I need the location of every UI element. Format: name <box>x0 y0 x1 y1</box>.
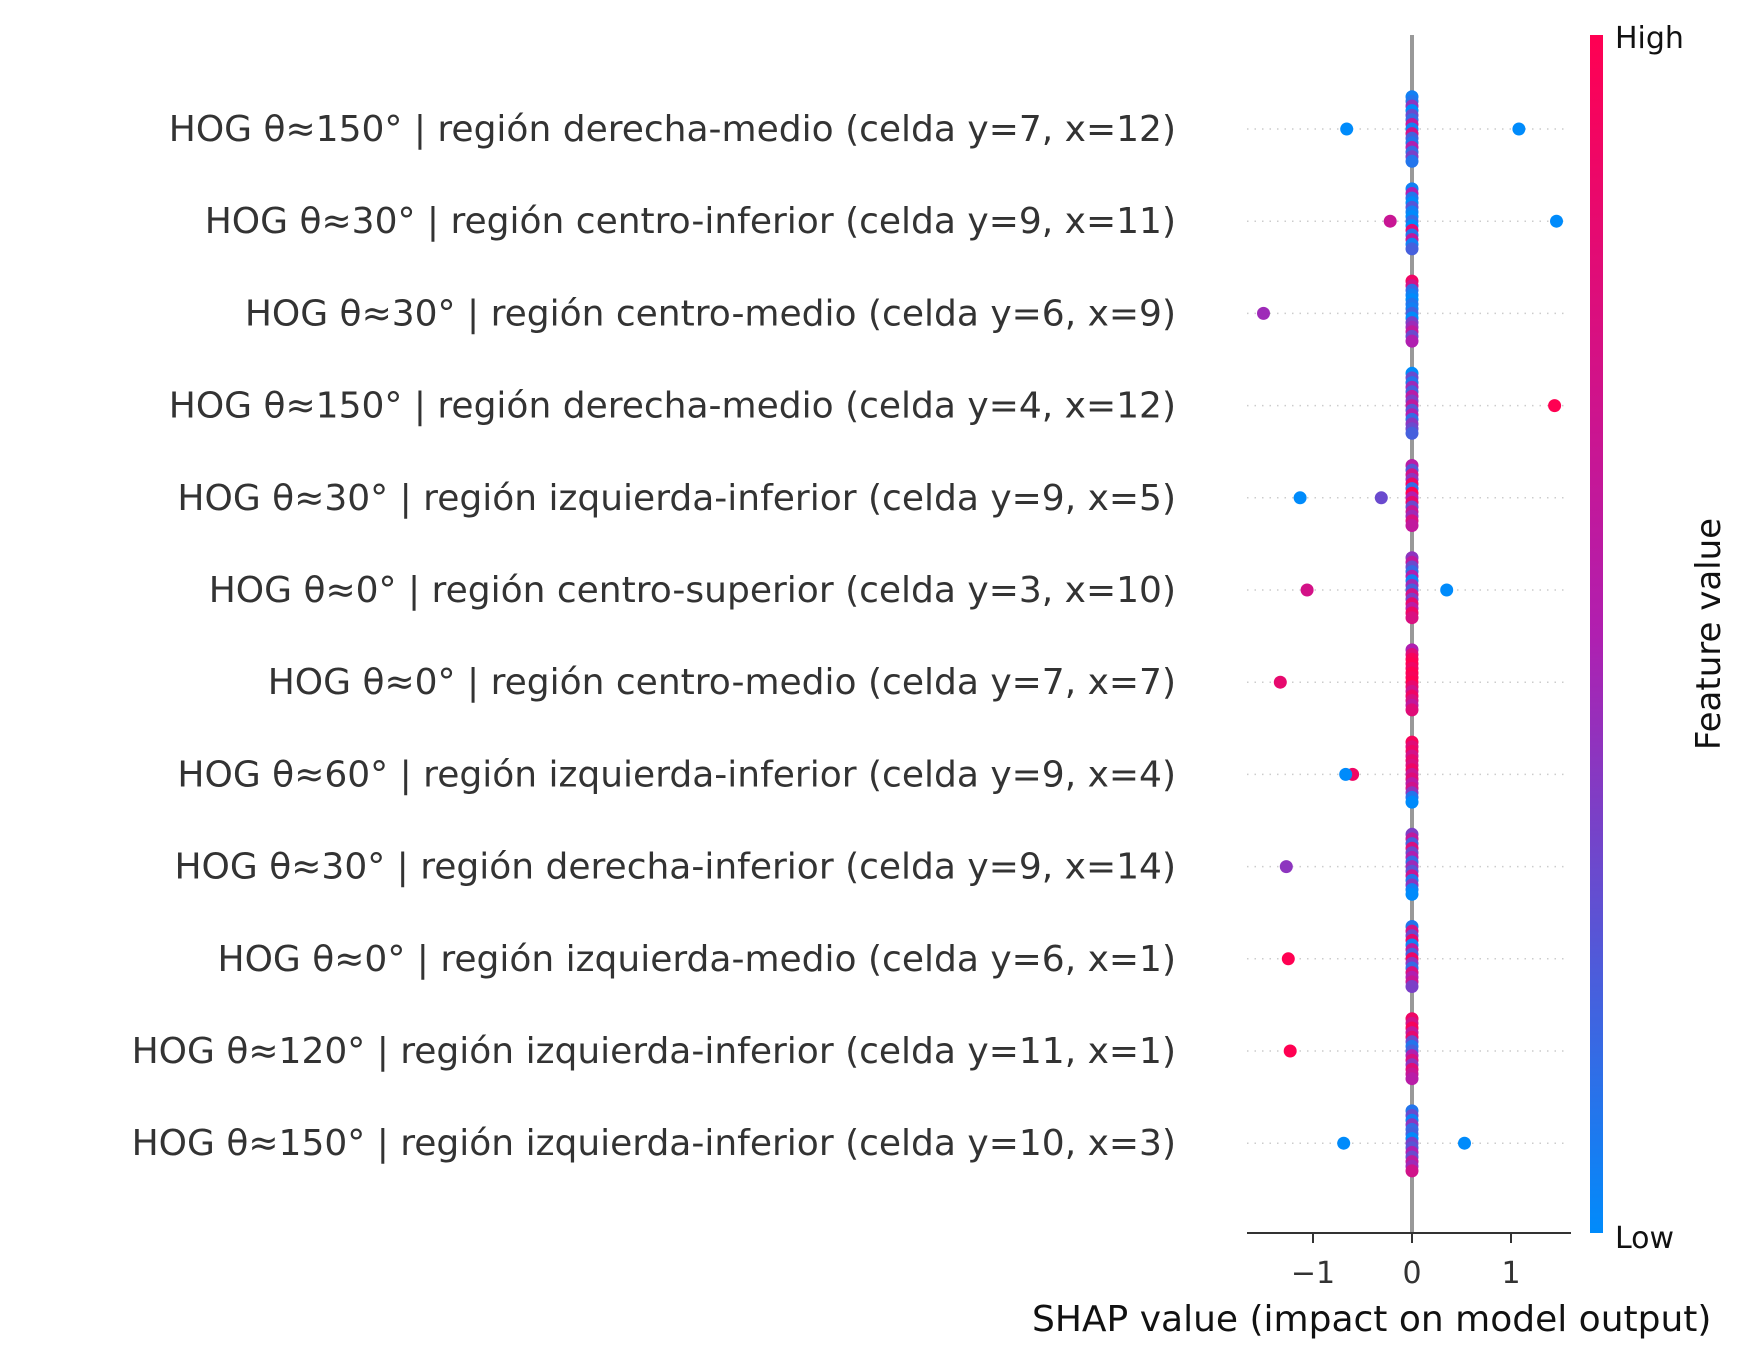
data-point <box>1337 1136 1351 1150</box>
data-point <box>1383 214 1397 228</box>
data-point <box>1257 306 1270 320</box>
colorbar-title: Feature value <box>1689 518 1729 750</box>
data-point <box>1405 980 1419 993</box>
feature-label: HOG θ≈150° | región izquierda-inferior (… <box>132 1123 1176 1164</box>
data-point <box>1339 767 1353 781</box>
data-point <box>1405 703 1419 717</box>
data-point <box>1548 399 1562 413</box>
colorbar-high-label: High <box>1615 21 1684 56</box>
data-point <box>1281 952 1295 966</box>
feature-label: HOG θ≈120° | región izquierda-inferior (… <box>132 1031 1176 1072</box>
data-point <box>1273 675 1287 689</box>
data-point <box>1458 1136 1471 1150</box>
data-point <box>1405 242 1419 256</box>
data-point <box>1405 1072 1419 1086</box>
feature-label: HOG θ≈150° | región derecha-medio (celda… <box>169 386 1176 427</box>
data-point <box>1374 491 1388 505</box>
data-point <box>1550 214 1563 228</box>
x-tick-label: −1 <box>1291 1256 1335 1291</box>
data-point <box>1512 122 1526 136</box>
data-point <box>1405 154 1419 168</box>
data-point <box>1340 122 1354 136</box>
data-point <box>1300 583 1314 597</box>
feature-label: HOG θ≈0° | región izquierda-medio (celda… <box>218 939 1177 980</box>
colorbar: High Low Feature value <box>1590 21 1729 1256</box>
feature-label: HOG θ≈30° | región izquierda-inferior (c… <box>177 478 1176 519</box>
feature-label: HOG θ≈0° | región centro-superior (celda… <box>209 570 1176 611</box>
feature-label: HOG θ≈150° | región derecha-medio (celda… <box>169 109 1176 150</box>
data-point <box>1279 860 1293 874</box>
feature-label: HOG θ≈0° | región centro-medio (celda y=… <box>268 662 1176 703</box>
x-axis-title: SHAP value (impact on model output) <box>1032 1299 1711 1340</box>
data-point <box>1405 887 1419 901</box>
data-point <box>1405 611 1419 625</box>
feature-rows: HOG θ≈150° | región derecha-medio (celda… <box>132 109 1565 1164</box>
data-point <box>1405 426 1419 440</box>
data-point <box>1405 795 1419 809</box>
data-point <box>1283 1044 1297 1058</box>
x-axis: −1 0 1 <box>1247 1232 1571 1291</box>
x-tick-label: 1 <box>1501 1256 1520 1291</box>
data-point <box>1440 583 1454 597</box>
data-points <box>1257 90 1563 1178</box>
colorbar-gradient <box>1590 35 1603 1233</box>
colorbar-low-label: Low <box>1615 1221 1674 1256</box>
data-point <box>1405 1164 1419 1178</box>
data-point <box>1293 491 1307 505</box>
data-point <box>1405 519 1419 532</box>
x-tick-label: 0 <box>1402 1256 1421 1291</box>
feature-label: HOG θ≈60° | región izquierda-inferior (c… <box>177 754 1176 795</box>
feature-label: HOG θ≈30° | región centro-medio (celda y… <box>245 293 1176 334</box>
feature-label: HOG θ≈30° | región centro-inferior (celd… <box>205 201 1176 242</box>
feature-label: HOG θ≈30° | región derecha-inferior (cel… <box>174 847 1176 888</box>
data-point <box>1405 334 1419 348</box>
